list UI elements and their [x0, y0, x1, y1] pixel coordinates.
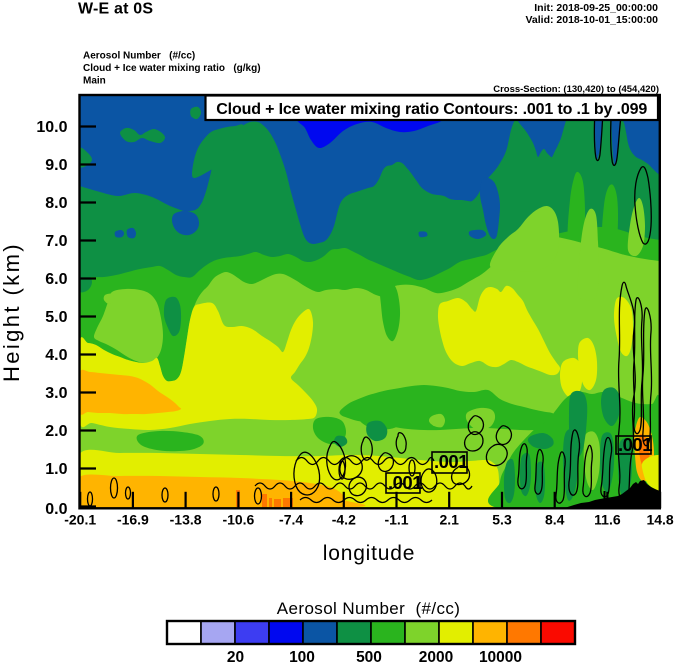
svg-text:1.0: 1.0 — [45, 461, 67, 478]
svg-text:8.0: 8.0 — [45, 195, 67, 212]
svg-text:Main: Main — [83, 76, 106, 87]
svg-text:W-E at 0S: W-E at 0S — [78, 1, 153, 18]
svg-text:7.0: 7.0 — [45, 233, 67, 250]
svg-text:-7.4: -7.4 — [279, 512, 303, 528]
svg-text:14.8: 14.8 — [646, 512, 673, 528]
svg-text:2000: 2000 — [419, 649, 453, 666]
svg-text:20: 20 — [227, 649, 244, 666]
svg-text:-16.9: -16.9 — [117, 512, 149, 528]
svg-text:-4.2: -4.2 — [332, 512, 356, 528]
svg-text:Aerosol Number (#/cc): Aerosol Number (#/cc) — [277, 599, 461, 618]
svg-text:Height (km): Height (km) — [0, 242, 24, 382]
svg-text:.001: .001 — [434, 451, 468, 472]
svg-text:5.0: 5.0 — [45, 309, 67, 326]
svg-text:-20.1: -20.1 — [64, 512, 96, 528]
svg-text:9.0: 9.0 — [45, 157, 67, 174]
svg-text:.001: .001 — [618, 434, 652, 455]
svg-text:100: 100 — [289, 649, 315, 666]
svg-text:6.0: 6.0 — [45, 271, 67, 288]
svg-text:2.1: 2.1 — [439, 512, 459, 528]
svg-text:2.0: 2.0 — [45, 423, 67, 440]
svg-text:-1.1: -1.1 — [384, 512, 408, 528]
svg-text:Cross-Section: (130,420) to (4: Cross-Section: (130,420) to (454,420) — [493, 84, 659, 95]
svg-text:4.0: 4.0 — [45, 347, 67, 364]
svg-text:500: 500 — [356, 649, 382, 666]
svg-text:Init: 2018-09-25_00:00:00: Init: 2018-09-25_00:00:00 — [534, 2, 658, 14]
svg-text:Cloud + Ice water mixing ratio: Cloud + Ice water mixing ratio (g/kg) — [83, 63, 261, 74]
svg-text:Cloud + Ice water mixing ratio: Cloud + Ice water mixing ratio Contours:… — [216, 101, 647, 118]
svg-text:3.0: 3.0 — [45, 385, 67, 402]
svg-text:11.6: 11.6 — [594, 512, 621, 528]
svg-text:Valid: 2018-10-01_15:00:00: Valid: 2018-10-01_15:00:00 — [525, 14, 658, 26]
svg-text:longitude: longitude — [323, 542, 415, 565]
svg-text:-10.6: -10.6 — [222, 512, 254, 528]
svg-text:8.4: 8.4 — [545, 512, 565, 528]
svg-text:10.0: 10.0 — [36, 119, 67, 136]
svg-text:-13.8: -13.8 — [170, 512, 202, 528]
svg-text:10000: 10000 — [479, 649, 522, 666]
svg-text:5.3: 5.3 — [492, 512, 512, 528]
svg-text:.001: .001 — [388, 472, 422, 493]
svg-text:Aerosol Number (#/cc): Aerosol Number (#/cc) — [83, 51, 195, 62]
svg-text:0.0: 0.0 — [45, 501, 67, 518]
